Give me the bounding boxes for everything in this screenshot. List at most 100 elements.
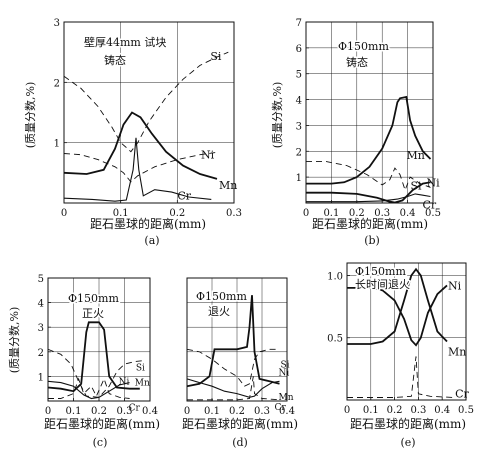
- series-label-cr: Cr: [455, 388, 469, 401]
- y-tick-label: 1: [54, 139, 60, 150]
- series-line-mn: [306, 95, 432, 185]
- x-tick-label: 0.3: [254, 406, 270, 417]
- series-line-si: [306, 161, 431, 192]
- x-tick-label: 0.2: [91, 406, 107, 417]
- series-line-cr: [347, 356, 455, 398]
- x-axis-label: 距石墨球的距离(mm): [90, 216, 206, 231]
- series-label-cr: Cr: [177, 189, 191, 202]
- panel-caption: (a): [144, 234, 159, 247]
- x-tick-label: 0.1: [204, 406, 220, 417]
- panel-annotation: 正火: [82, 307, 104, 320]
- chart-panel-a: 0 0.1 0.2 0.3 1 2 3 Si Mn Ni Cr 壁厚44mm 试块铸态距石墨球的距离(…: [24, 18, 242, 247]
- x-tick-label: 0: [344, 405, 350, 416]
- panel-caption: (c): [93, 436, 108, 449]
- series-line-mn: [347, 267, 448, 345]
- series-label-ni: Ni: [201, 148, 215, 161]
- series-label-mn: Mn: [406, 149, 424, 162]
- y-tick-label: 3: [54, 18, 60, 29]
- panel-annotation: Φ150mm: [196, 290, 247, 303]
- x-tick-label: 0.2: [387, 405, 403, 416]
- series-line-cr: [63, 137, 212, 202]
- y-axis-label: (质量分数,%): [8, 307, 21, 374]
- x-tick-label: 0.2: [169, 208, 185, 219]
- panel-annotation: Φ150mm: [338, 40, 389, 53]
- panel-annotation: 壁厚44mm 试块: [84, 35, 166, 49]
- series-label-ni: Ni: [279, 368, 290, 378]
- series-label-si: Si: [210, 50, 222, 63]
- y-tick-label: 4: [296, 96, 302, 107]
- series-line-ni: [347, 284, 448, 347]
- x-tick-label: 0.5: [458, 405, 474, 416]
- y-tick-label: 2: [54, 78, 60, 89]
- y-axis-label: (质量分数,%): [24, 82, 37, 149]
- y-tick-label: 5: [296, 70, 302, 81]
- x-tick-label: 0.1: [66, 406, 82, 417]
- series-line-mn: [63, 111, 218, 180]
- series-label-cr: Cr: [275, 403, 287, 413]
- series-line-mn: [186, 295, 280, 388]
- x-tick-label: 0.3: [410, 405, 426, 416]
- series-line-ni: [306, 181, 431, 204]
- panel-annotation: Φ150mm: [355, 265, 406, 278]
- x-tick-label: 0.5: [425, 208, 441, 219]
- y-tick-label: 2: [296, 147, 302, 158]
- y-tick-label: 5: [38, 274, 44, 285]
- y-tick-label: 1: [296, 173, 302, 184]
- series-line-si: [186, 348, 280, 387]
- panel-caption: (b): [364, 234, 380, 247]
- plot-frame: [63, 21, 235, 204]
- series-line-cr: [306, 193, 431, 203]
- panel-annotation: 铸态: [104, 53, 126, 67]
- series-label-ni: Ni: [448, 279, 462, 292]
- y-tick-label: 3: [296, 121, 302, 132]
- y-tick-label: 1.0: [327, 271, 343, 282]
- series-label-mn: Mn: [279, 393, 294, 403]
- x-tick-label: 0.3: [226, 208, 242, 219]
- chart-panel-c: 0 0.1 0.2 0.3 0.4 1 2 3 4 5 Mn Si Ni Cr Φ150mm 正火距石墨球的距…: [8, 274, 160, 449]
- x-tick-label: 0: [61, 208, 67, 219]
- y-tick-label: 2: [38, 348, 44, 359]
- series-line-cr: [187, 376, 280, 401]
- x-tick-label: 0: [184, 406, 190, 417]
- x-tick-label: 0.4: [434, 405, 450, 416]
- x-axis-label: 距石墨球的距离(mm): [182, 416, 298, 431]
- x-axis-label: 距石墨球的距离(mm): [350, 416, 466, 431]
- series-line-mn: [47, 321, 140, 393]
- panel-annotation: Φ150mm: [68, 292, 119, 305]
- panel-caption: (e): [400, 436, 415, 449]
- series-line-ni: [186, 378, 280, 398]
- series-line-si: [47, 348, 145, 398]
- x-tick-label: 0: [303, 208, 309, 219]
- x-tick-label: 0.3: [374, 208, 390, 219]
- x-tick-label: 0.3: [117, 406, 133, 417]
- x-axis-label: 距石墨球的距离(mm): [312, 216, 428, 231]
- panel-annotation: 铸态: [346, 55, 368, 69]
- panel-caption: (d): [232, 436, 248, 449]
- series-label-cr: Cr: [129, 404, 141, 414]
- series-line-ni: [47, 380, 130, 400]
- series-label-si: Si: [410, 179, 422, 192]
- series-label-cr: Cr: [422, 199, 436, 212]
- plot-frame: [305, 21, 434, 204]
- x-tick-label: 0.1: [113, 208, 129, 219]
- panel-annotation: 长时间退火: [355, 278, 410, 291]
- x-tick-label: 0.4: [279, 406, 295, 417]
- y-tick-label: 7: [296, 18, 302, 29]
- x-axis-label: 距石墨球的距离(mm): [44, 416, 160, 431]
- series-label-ni: Ni: [426, 176, 440, 189]
- x-tick-label: 0.1: [363, 405, 379, 416]
- series-label-mn: Mn: [135, 379, 150, 389]
- x-tick-label: 0: [45, 406, 51, 417]
- y-tick-label: 3: [38, 323, 44, 334]
- chart-panel-e: 0 0.1 0.2 0.3 0.4 0.5 0.5 1.0 Ni Mn Cr Φ150mm长时间退火距…: [327, 262, 474, 449]
- x-tick-label: 0.1: [323, 208, 339, 219]
- x-tick-label: 0.4: [400, 208, 416, 219]
- panel-annotation: 退火: [208, 305, 230, 318]
- x-tick-label: 0.2: [229, 406, 245, 417]
- series-line-si: [63, 51, 229, 153]
- series-label-mn: Mn: [448, 345, 466, 358]
- x-tick-label: 0.4: [142, 406, 158, 417]
- plot-frame: [346, 262, 467, 401]
- y-tick-label: 4: [38, 299, 44, 310]
